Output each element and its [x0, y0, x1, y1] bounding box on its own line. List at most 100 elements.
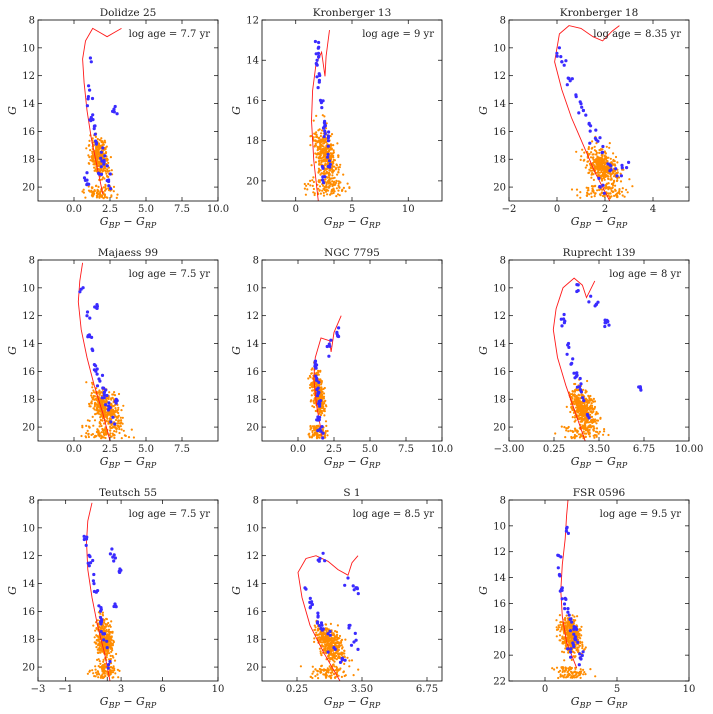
field-star [589, 413, 592, 416]
field-star [103, 675, 106, 678]
member-star [349, 643, 354, 647]
member-star [587, 121, 591, 125]
field-star [96, 137, 99, 141]
field-star [121, 416, 124, 419]
member-star [555, 54, 559, 58]
field-star [593, 405, 597, 409]
field-star [118, 431, 121, 435]
field-star [588, 435, 592, 438]
field-star [319, 636, 322, 640]
field-star [330, 658, 334, 661]
field-star [616, 196, 619, 199]
field-star [87, 185, 90, 188]
field-star [332, 654, 336, 657]
member-star [346, 576, 350, 580]
field-star [120, 419, 123, 422]
y-tick-label: 18 [246, 136, 259, 147]
member-star [99, 622, 103, 626]
field-star [112, 676, 115, 679]
age-label: log age = 8.5 yr [353, 509, 435, 520]
field-star [319, 393, 323, 396]
field-star [600, 191, 603, 194]
field-star [110, 646, 113, 649]
field-star [582, 430, 585, 433]
field-star [97, 185, 100, 188]
field-star [561, 668, 564, 671]
field-star [94, 665, 97, 668]
field-star [601, 158, 604, 162]
field-star [575, 649, 578, 652]
field-star [317, 373, 320, 376]
member-star [347, 623, 351, 628]
field-star [92, 389, 95, 392]
field-star [561, 642, 564, 645]
age-label: log age = 9 yr [362, 29, 434, 40]
age-label: log age = 8.35 yr [593, 29, 681, 40]
member-star [352, 640, 356, 644]
field-star [333, 176, 336, 179]
field-star [94, 641, 97, 644]
field-star [98, 405, 101, 408]
field-star [309, 428, 312, 431]
field-star [98, 162, 101, 166]
field-star [332, 672, 335, 675]
y-tick-label: 12 [22, 311, 35, 322]
field-star [327, 642, 330, 646]
field-star [597, 432, 600, 435]
field-star [314, 668, 317, 671]
field-star [320, 172, 323, 175]
member-star [318, 73, 322, 78]
field-star [311, 430, 314, 434]
field-star [320, 665, 323, 668]
field-star [335, 179, 338, 182]
field-star [586, 160, 589, 163]
field-star [334, 181, 338, 184]
y-tick-label: 12 [493, 311, 506, 322]
member-star [112, 553, 116, 557]
field-star [559, 630, 562, 633]
field-star [308, 386, 312, 389]
field-star [328, 639, 331, 643]
member-star [321, 126, 326, 130]
member-star [606, 320, 610, 324]
field-star [101, 611, 104, 614]
field-star [618, 192, 621, 195]
field-star [326, 171, 329, 174]
field-star [335, 658, 338, 661]
field-star [589, 156, 593, 159]
field-star [561, 670, 564, 674]
field-star [326, 189, 330, 192]
member-star [107, 401, 111, 405]
field-star [591, 163, 595, 166]
field-star [594, 192, 597, 195]
field-star [562, 675, 565, 678]
field-star [342, 173, 345, 176]
member-star [90, 96, 95, 101]
member-star [354, 638, 358, 642]
field-star [594, 434, 597, 437]
field-star [596, 159, 600, 162]
field-star [581, 641, 584, 644]
field-star [576, 399, 579, 402]
field-star [582, 427, 586, 430]
field-star [91, 160, 94, 163]
member-star [568, 617, 572, 622]
field-star [84, 196, 87, 199]
field-star [316, 148, 320, 151]
member-star [343, 583, 347, 587]
field-star [570, 627, 573, 630]
field-star [607, 192, 610, 195]
field-star [565, 614, 568, 617]
member-star [111, 415, 115, 419]
member-star [589, 294, 593, 298]
field-star [582, 673, 585, 676]
field-star [601, 168, 605, 171]
field-star [94, 629, 97, 632]
field-star [102, 668, 105, 671]
field-star [579, 420, 582, 423]
member-star [114, 397, 118, 401]
field-star [99, 139, 102, 142]
field-star [590, 192, 593, 195]
field-star [325, 424, 328, 427]
field-star [584, 420, 587, 423]
